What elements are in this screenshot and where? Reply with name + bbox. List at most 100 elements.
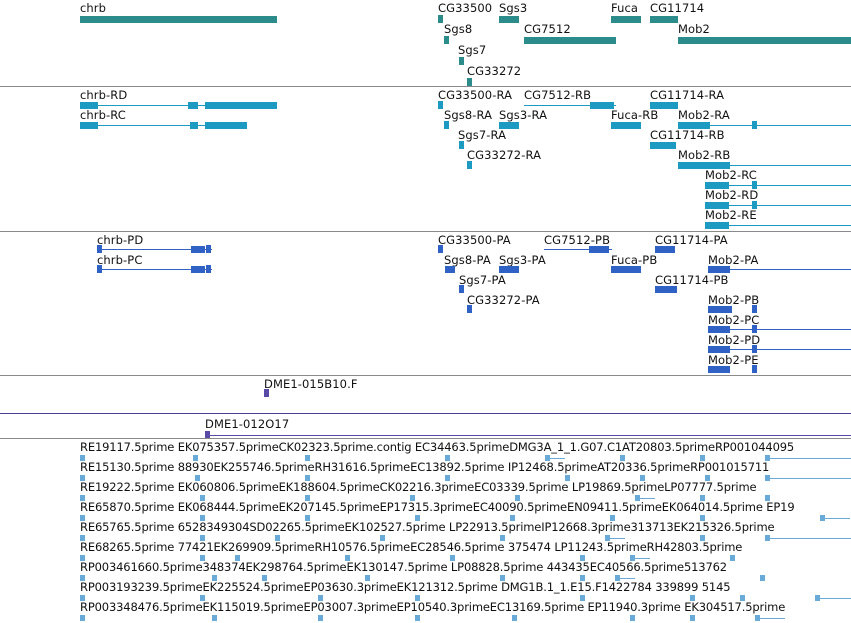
est-feature[interactable]: [365, 575, 370, 581]
protein-feature[interactable]: [752, 305, 757, 313]
protein-exon[interactable]: [589, 246, 609, 253]
est-feature[interactable]: [620, 455, 625, 461]
est-feature[interactable]: [765, 495, 770, 501]
est-feature[interactable]: [765, 535, 770, 541]
est-feature[interactable]: [262, 575, 267, 581]
est-feature[interactable]: [545, 455, 550, 461]
protein-feature[interactable]: [97, 245, 102, 253]
protein-exon[interactable]: [708, 306, 732, 313]
est-feature[interactable]: [815, 595, 820, 601]
protein-exon[interactable]: [708, 346, 730, 353]
protein-exon[interactable]: [708, 366, 730, 373]
gene-feature[interactable]: [80, 16, 277, 23]
transcript-exon[interactable]: [190, 122, 198, 129]
est-feature[interactable]: [610, 515, 615, 521]
gene-feature[interactable]: [499, 16, 519, 23]
est-feature[interactable]: [515, 495, 520, 501]
transcript-feature[interactable]: [752, 181, 757, 189]
est-feature[interactable]: [700, 535, 705, 541]
est-feature[interactable]: [450, 555, 455, 561]
gene-feature[interactable]: [444, 36, 449, 44]
est-feature[interactable]: [630, 555, 635, 561]
est-feature[interactable]: [820, 515, 825, 521]
est-feature[interactable]: [630, 615, 635, 621]
protein-feature[interactable]: [438, 245, 443, 253]
est-feature[interactable]: [760, 575, 765, 581]
est-feature[interactable]: [730, 555, 735, 561]
est-feature[interactable]: [635, 495, 640, 501]
transcript-exon[interactable]: [590, 102, 614, 109]
est-feature[interactable]: [305, 475, 310, 481]
est-feature[interactable]: [615, 575, 620, 581]
transcript-exon[interactable]: [705, 202, 729, 209]
est-feature[interactable]: [80, 595, 85, 601]
est-feature[interactable]: [700, 495, 705, 501]
est-feature[interactable]: [755, 615, 760, 621]
est-feature[interactable]: [415, 615, 420, 621]
est-feature[interactable]: [410, 495, 415, 501]
est-feature[interactable]: [565, 475, 570, 481]
transcript-exon[interactable]: [611, 122, 641, 129]
transcript-feature[interactable]: [459, 141, 464, 149]
transcript-exon[interactable]: [205, 102, 277, 109]
est-feature[interactable]: [305, 455, 310, 461]
protein-exon[interactable]: [708, 326, 730, 333]
est-feature[interactable]: [580, 555, 585, 561]
protein-exon[interactable]: [191, 266, 205, 273]
protein-feature[interactable]: [206, 265, 211, 273]
gene-feature[interactable]: [678, 37, 851, 44]
est-feature[interactable]: [690, 615, 695, 621]
est-feature[interactable]: [445, 475, 450, 481]
est-feature[interactable]: [700, 515, 705, 521]
est-feature[interactable]: [305, 515, 310, 521]
est-feature[interactable]: [80, 495, 85, 501]
clone-ref-feature[interactable]: [205, 431, 210, 439]
est-feature[interactable]: [580, 575, 585, 581]
protein-feature[interactable]: [97, 265, 102, 273]
est-feature[interactable]: [318, 595, 323, 601]
est-feature[interactable]: [212, 575, 217, 581]
gene-feature[interactable]: [524, 37, 616, 44]
est-feature[interactable]: [195, 475, 200, 481]
protein-feature[interactable]: [752, 325, 757, 333]
transcript-exon[interactable]: [80, 122, 98, 129]
est-feature[interactable]: [605, 535, 610, 541]
est-feature[interactable]: [500, 575, 505, 581]
est-feature[interactable]: [235, 555, 240, 561]
est-feature[interactable]: [380, 535, 385, 541]
gene-feature[interactable]: [611, 16, 641, 23]
gene-feature[interactable]: [650, 16, 678, 23]
transcript-exon[interactable]: [188, 102, 198, 109]
transcript-exon[interactable]: [650, 142, 676, 149]
est-feature[interactable]: [415, 515, 420, 521]
protein-exon[interactable]: [499, 266, 519, 273]
est-feature[interactable]: [80, 535, 85, 541]
est-feature[interactable]: [510, 515, 515, 521]
transcript-feature[interactable]: [752, 201, 757, 209]
transcript-feature[interactable]: [752, 121, 757, 129]
est-feature[interactable]: [740, 595, 745, 601]
protein-exon[interactable]: [191, 246, 205, 253]
est-feature[interactable]: [80, 615, 85, 621]
est-feature[interactable]: [200, 515, 205, 521]
transcript-exon[interactable]: [705, 222, 729, 229]
transcript-exon[interactable]: [80, 102, 98, 109]
est-feature[interactable]: [193, 455, 198, 461]
est-feature[interactable]: [200, 535, 205, 541]
est-feature[interactable]: [200, 555, 205, 561]
est-feature[interactable]: [80, 455, 85, 461]
transcript-feature[interactable]: [438, 101, 443, 109]
protein-feature[interactable]: [752, 365, 757, 373]
est-feature[interactable]: [765, 455, 770, 461]
protein-exon[interactable]: [445, 266, 455, 273]
est-feature[interactable]: [80, 555, 85, 561]
est-feature[interactable]: [640, 475, 645, 481]
transcript-exon[interactable]: [499, 122, 519, 129]
est-feature[interactable]: [318, 615, 323, 621]
protein-feature[interactable]: [206, 245, 211, 253]
protein-feature[interactable]: [467, 305, 472, 313]
transcript-exon[interactable]: [705, 182, 729, 189]
gene-feature[interactable]: [438, 15, 443, 23]
est-feature[interactable]: [690, 595, 695, 601]
transcript-exon[interactable]: [650, 102, 678, 109]
